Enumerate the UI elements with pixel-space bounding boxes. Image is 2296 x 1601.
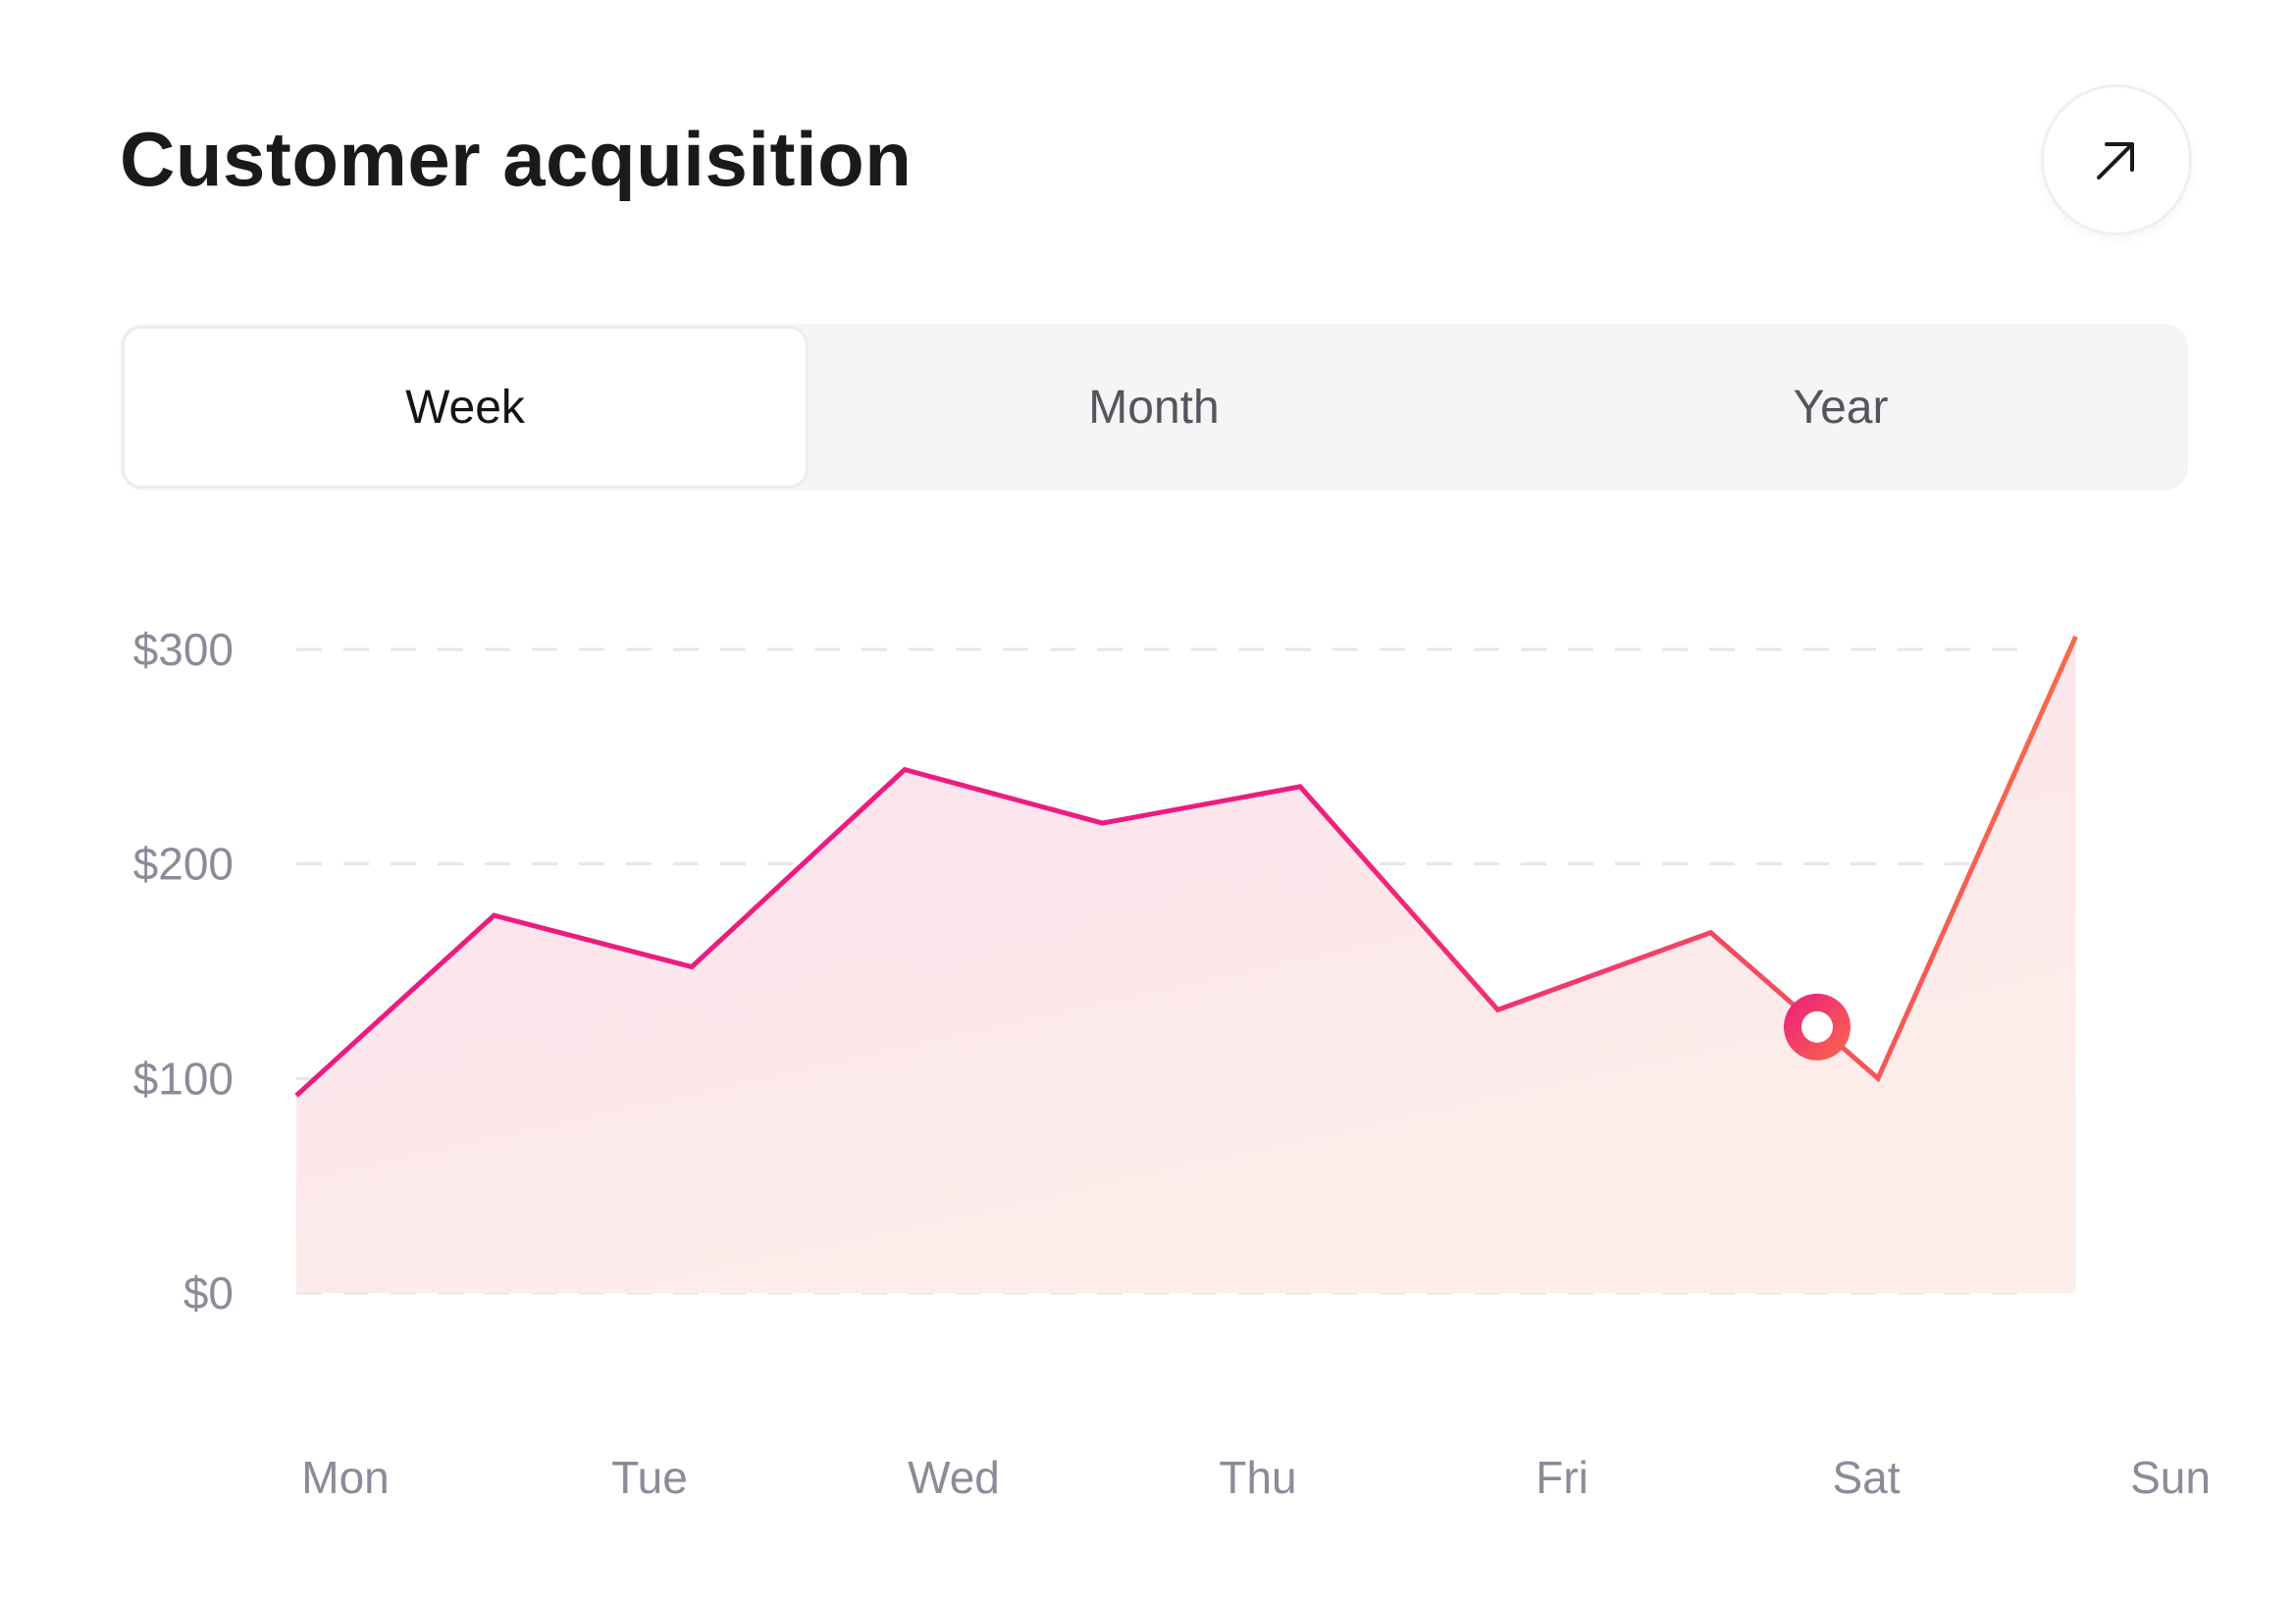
- expand-button[interactable]: [2041, 84, 2192, 235]
- x-tick-label: Fri: [1536, 1452, 1589, 1503]
- x-tick-label: Thu: [1219, 1452, 1296, 1503]
- card-title: Customer acquisition: [120, 116, 913, 202]
- y-tick-label: $100: [133, 1053, 234, 1104]
- highlight-marker-center: [1801, 1010, 1833, 1043]
- x-tick-label: Wed: [908, 1452, 1000, 1503]
- x-tick-label: Mon: [301, 1452, 389, 1503]
- y-tick-label: $300: [133, 624, 234, 675]
- period-tabs: Week Month Year: [120, 324, 2188, 491]
- x-tick-label: Sat: [1832, 1452, 1900, 1503]
- tab-week[interactable]: Week: [122, 326, 809, 489]
- x-tick-label: Tue: [611, 1452, 688, 1503]
- tab-month[interactable]: Month: [1088, 381, 1220, 434]
- y-tick-label: $200: [133, 839, 234, 890]
- arrow-up-right-icon: [2097, 142, 2134, 180]
- tab-year[interactable]: Year: [1793, 381, 1889, 434]
- x-tick-label: Sun: [2130, 1452, 2211, 1503]
- series-area: [296, 636, 2076, 1293]
- y-tick-label: $0: [183, 1267, 234, 1318]
